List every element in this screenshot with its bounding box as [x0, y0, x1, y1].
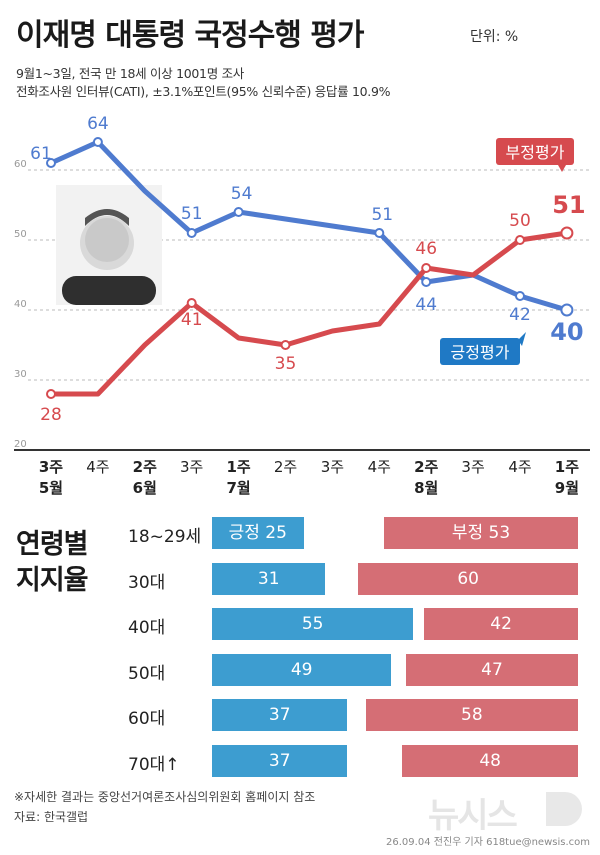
data-point [92, 137, 103, 147]
data-label: 41 [181, 310, 203, 330]
data-label: 54 [231, 184, 253, 204]
age-group-label: 60대 [128, 709, 166, 729]
data-label: 51 [181, 204, 203, 224]
data-point [515, 235, 525, 245]
negative-bar: 60 [358, 562, 578, 595]
newsis-watermark: 뉴시스 [428, 796, 518, 836]
data-label: 51 [552, 191, 585, 219]
x-tick-label: 2주 [414, 458, 438, 476]
data-label: 64 [87, 114, 109, 134]
x-tick-label: 4주 [86, 458, 109, 476]
x-tick-label: 4주 [508, 458, 531, 476]
x-tick-label: 3주 [321, 458, 344, 476]
survey-info-line1: 9월1~3일, 전국 만 18세 이상 1001명 조사 [16, 66, 244, 81]
positive-bar: 31 [212, 562, 326, 595]
legend-positive-box [440, 338, 520, 365]
legend-negative-pointer [558, 165, 566, 172]
series-line [48, 139, 570, 313]
legend-negative-label: 부정평가 [506, 143, 565, 162]
data-point [374, 228, 385, 238]
data-label: 35 [275, 354, 297, 374]
data-point [560, 303, 574, 317]
data-point [560, 226, 574, 240]
y-tick-label: 30 [14, 369, 27, 380]
unit-label: 단위: % [470, 29, 519, 45]
x-month-label: 7월 [226, 479, 250, 497]
watermark-mark [546, 792, 582, 826]
y-tick-label: 40 [14, 299, 27, 310]
x-month-label: 5월 [39, 479, 63, 497]
data-label: 51 [371, 205, 393, 225]
x-tick-label: 2주 [133, 458, 157, 476]
data-label: 42 [509, 305, 531, 325]
x-tick-label: 1주 [555, 458, 579, 476]
age-group-label: 70대↑ [128, 754, 180, 775]
positive-bar: 49 [212, 653, 392, 686]
source: 자료: 한국갤럽 [14, 810, 89, 824]
x-tick-label: 3주 [461, 458, 484, 476]
x-tick-label: 2주 [274, 458, 297, 476]
series-line [48, 230, 570, 397]
y-tick-label: 50 [14, 229, 27, 240]
negative-bar: 부정 53 [384, 517, 578, 549]
portrait-photo [62, 209, 156, 305]
x-month-label: 9월 [555, 479, 579, 497]
page-title: 이재명 대통령 국정수행 평가 [16, 18, 365, 53]
y-tick-label: 60 [14, 159, 27, 170]
positive-bar: 긍정 25 [212, 517, 304, 549]
legend-positive-label: 긍정평가 [451, 343, 510, 362]
age-group-label: 40대 [128, 618, 166, 638]
data-label: 46 [415, 239, 437, 259]
data-label: 61 [30, 144, 52, 164]
negative-bar: 42 [424, 608, 578, 640]
age-section-title-line2: 지지율 [16, 565, 89, 596]
positive-bar: 37 [212, 699, 348, 731]
x-tick-label: 3주 [39, 458, 63, 476]
footnote: ※자세한 결과는 중앙선거여론조사심의위원회 홈페이지 참조 [14, 790, 316, 804]
age-group-label: 18~29세 [128, 527, 202, 547]
age-group-label: 50대 [128, 663, 166, 684]
data-point [46, 158, 56, 168]
negative-bar: 48 [402, 744, 578, 777]
survey-info-line2: 전화조사원 인터뷰(CATI), ±3.1%포인트(95% 신뢰수준) 응답률 … [16, 84, 391, 99]
data-label: 28 [40, 405, 62, 425]
data-point [421, 263, 432, 273]
x-tick-label: 1주 [226, 458, 250, 476]
negative-bar: 47 [405, 653, 578, 686]
data-point [421, 277, 432, 287]
data-point [186, 228, 197, 238]
x-month-label: 8월 [414, 479, 438, 497]
data-point [515, 291, 525, 301]
legend-positive-pointer [518, 332, 526, 346]
legend-negative-box [496, 138, 574, 165]
negative-bar: 58 [365, 699, 578, 731]
data-point [233, 207, 244, 217]
trend-line-chart: 20 30 40 50 60 3주 5월 4주 2주 6월 3주 1주 7월 2주 3주 4주 2주 8월 3주 4주… [14, 114, 590, 497]
data-label: 50 [509, 211, 531, 231]
data-label: 40 [550, 318, 583, 346]
data-point [186, 298, 197, 308]
data-point [280, 340, 291, 350]
x-month-label: 6월 [133, 479, 157, 497]
age-section-title-line1: 연령별 [16, 529, 89, 560]
data-label: 44 [415, 295, 437, 315]
y-tick-label: 20 [14, 439, 27, 450]
x-tick-label: 3주 [180, 458, 203, 476]
x-tick-label: 4주 [368, 458, 391, 476]
positive-bar: 37 [212, 744, 348, 777]
positive-bar: 55 [212, 608, 414, 640]
age-group-label: 30대 [128, 572, 166, 593]
data-point [46, 389, 56, 399]
credit: 26.09.04 전진우 기자 618tue@newsis.com [386, 837, 590, 848]
